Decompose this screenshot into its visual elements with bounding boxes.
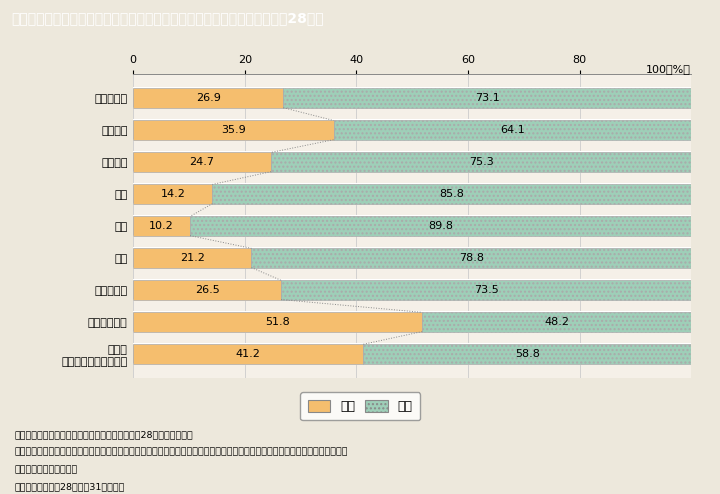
Text: 26.9: 26.9: [196, 93, 221, 103]
Text: 21.2: 21.2: [180, 253, 204, 263]
Bar: [133, 184, 212, 204]
Bar: [212, 184, 691, 204]
Text: 10.2: 10.2: [149, 221, 174, 231]
Text: 48.2: 48.2: [544, 317, 570, 327]
Text: 58.8: 58.8: [515, 349, 539, 359]
Bar: [133, 344, 363, 364]
Text: Ｉ－５－９図　専門分野別に見た大学等の研究本務者の男女別割合（平成28年）: Ｉ－５－９図 専門分野別に見た大学等の研究本務者の男女別割合（平成28年）: [11, 11, 323, 26]
Bar: [133, 312, 422, 331]
Text: 85.8: 85.8: [439, 189, 464, 199]
Bar: [251, 248, 691, 268]
Bar: [333, 121, 691, 140]
Text: 75.3: 75.3: [469, 157, 493, 167]
Text: 41.2: 41.2: [235, 349, 261, 359]
Bar: [133, 88, 283, 108]
Bar: [133, 281, 281, 299]
Text: 35.9: 35.9: [221, 125, 246, 135]
Text: 100（%）: 100（%）: [647, 64, 691, 74]
Text: 73.5: 73.5: [474, 285, 498, 295]
Bar: [283, 88, 691, 108]
Bar: [133, 153, 271, 171]
Bar: [271, 153, 691, 171]
Bar: [190, 216, 691, 236]
Bar: [133, 216, 190, 236]
Bar: [133, 248, 251, 268]
Bar: [281, 281, 691, 299]
Text: 78.8: 78.8: [459, 253, 484, 263]
Legend: 女性, 男性: 女性, 男性: [300, 392, 420, 420]
Text: 14.2: 14.2: [161, 189, 185, 199]
Text: ２．「大学等」は，大学の学部（大学院の研究科を含む．），短期大学，高等専門学校，大学附置研究所及び大学共同利: ２．「大学等」は，大学の学部（大学院の研究科を含む．），短期大学，高等専門学校，…: [14, 448, 348, 456]
Text: 24.7: 24.7: [189, 157, 215, 167]
Text: 73.1: 73.1: [475, 93, 500, 103]
Text: 用機関等。: 用機関等。: [14, 465, 78, 474]
Text: （備考）１．総務省「科学技術研究調査」（平成28年）より作成。: （備考）１．総務省「科学技術研究調査」（平成28年）より作成。: [14, 430, 193, 439]
Bar: [133, 121, 333, 140]
Text: 89.8: 89.8: [428, 221, 453, 231]
Text: 26.5: 26.5: [194, 285, 220, 295]
Text: 51.8: 51.8: [266, 317, 290, 327]
Text: 64.1: 64.1: [500, 125, 525, 135]
Bar: [363, 344, 691, 364]
Text: ３．平成28年３月31日現在。: ３．平成28年３月31日現在。: [14, 482, 125, 491]
Bar: [422, 312, 691, 331]
